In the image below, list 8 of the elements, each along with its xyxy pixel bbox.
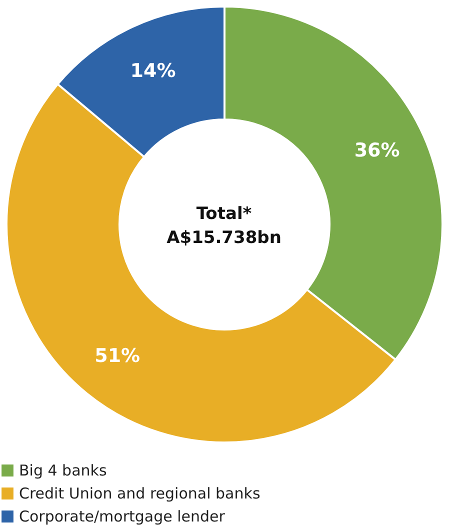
legend-label: Credit Union and regional banks: [19, 484, 260, 502]
data-label: 51%: [94, 344, 140, 367]
text: A$15.738bn: [166, 228, 282, 248]
legend-label: Corporate/mortgage lender: [19, 508, 226, 526]
data-label: 14%: [130, 60, 176, 82]
data-label: 36%: [354, 140, 400, 162]
legend-label: Big 4 banks: [19, 462, 107, 480]
text: Total*: [196, 204, 252, 224]
